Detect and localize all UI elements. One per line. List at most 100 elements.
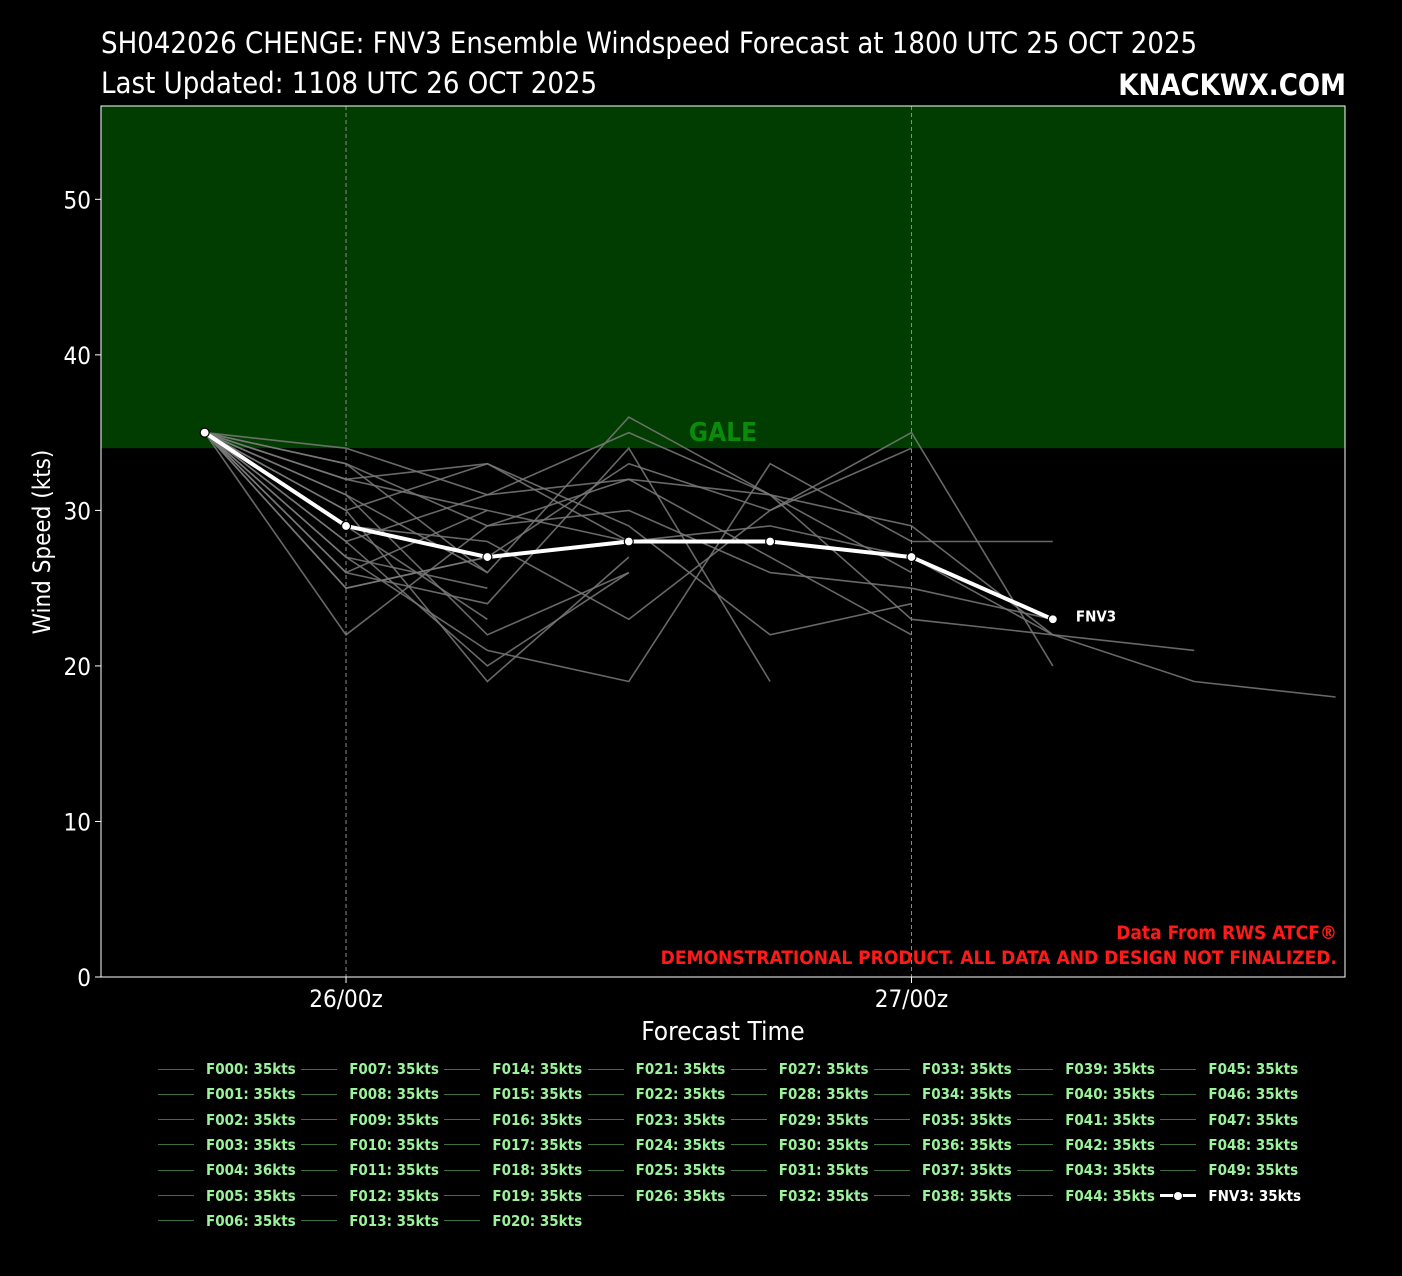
legend-item: F010: 35kts — [301, 1134, 439, 1156]
legend-label: F041: 35kts — [1065, 1110, 1155, 1129]
legend-item: F028: 35kts — [730, 1083, 869, 1105]
ensemble-member-line — [204, 431, 630, 683]
legend-item: F040: 35kts — [1017, 1083, 1155, 1105]
brand-watermark: KNACKWX.COM — [1118, 68, 1346, 102]
legend-swatch — [730, 1068, 767, 1070]
legend-item: F019: 35kts — [444, 1185, 582, 1207]
legend-item: F007: 35kts — [301, 1058, 439, 1080]
legend-swatch — [158, 1144, 194, 1146]
legend-item: F039: 35kts — [1017, 1058, 1155, 1080]
legend-swatch — [301, 1169, 338, 1171]
legend-swatch — [587, 1195, 624, 1196]
legend-item: F009: 35kts — [301, 1109, 439, 1131]
legend-label: F040: 35kts — [1065, 1085, 1155, 1104]
windspeed-chart: GALE FNV3 0 10 20 30 40 50 26/00z 27/00z Wind … — [28, 105, 1346, 1047]
legend-label: F023: 35kts — [635, 1110, 726, 1129]
legend-item: F041: 35kts — [1017, 1109, 1155, 1131]
ensemble-member-line — [204, 416, 1195, 652]
legend-label: F034: 35kts — [922, 1085, 1012, 1104]
legend-swatch — [444, 1093, 481, 1095]
legend-swatch — [730, 1169, 767, 1171]
legend-label: F000: 35kts — [206, 1060, 296, 1078]
chart-title: SH042026 CHENGE: FNV3 Ensemble Windspeed… — [101, 26, 1198, 60]
legend-label: F001: 35kts — [206, 1085, 296, 1104]
legend-label: F036: 35kts — [922, 1135, 1012, 1154]
legend-label: F026: 35kts — [635, 1186, 726, 1205]
fnv3-point — [199, 427, 210, 438]
y-tick-label: 50 — [64, 186, 91, 214]
legend-label: F031: 35kts — [778, 1161, 869, 1180]
legend-item: F038: 35kts — [874, 1185, 1012, 1207]
legend-swatch — [730, 1119, 767, 1121]
legend-label: FNV3: 35kts — [1208, 1186, 1302, 1205]
fnv3-series — [199, 427, 1058, 625]
plot-frame — [100, 105, 1346, 978]
legend-swatch — [444, 1144, 481, 1146]
legend-label: F003: 35kts — [206, 1135, 296, 1154]
ensemble-member-line — [204, 432, 912, 636]
legend-swatch — [730, 1195, 767, 1196]
legend-item: F020: 35kts — [444, 1210, 582, 1232]
legend-label: F035: 35kts — [922, 1110, 1012, 1129]
legend-label: F028: 35kts — [778, 1085, 869, 1104]
legend-swatch — [1160, 1144, 1197, 1146]
legend-swatch — [587, 1144, 624, 1146]
legend-label: F005: 35kts — [206, 1186, 296, 1205]
legend-item: F001: 35kts — [158, 1083, 296, 1105]
fnv3-point — [623, 536, 634, 547]
legend-label: F019: 35kts — [492, 1186, 583, 1205]
y-tick-label: 40 — [64, 342, 91, 370]
legend-item: F043: 35kts — [1017, 1159, 1155, 1181]
legend-label: F027: 35kts — [778, 1060, 869, 1078]
legend-item: F047: 35kts — [1160, 1109, 1298, 1131]
legend-swatch — [301, 1220, 338, 1222]
fnv3-point — [906, 551, 917, 563]
legend-item: F025: 35kts — [587, 1159, 726, 1181]
legend-label: F044: 35kts — [1065, 1186, 1155, 1205]
legend-label: F010: 35kts — [349, 1135, 439, 1154]
legend-item: F042: 35kts — [1017, 1134, 1155, 1156]
legend-swatch — [1160, 1119, 1197, 1121]
source-annotation: Data From RWS ATCF® — [1116, 922, 1337, 944]
legend-item: F003: 35kts — [158, 1134, 296, 1156]
legend-label: F024: 35kts — [635, 1135, 726, 1154]
legend-label: F021: 35kts — [635, 1060, 726, 1078]
legend-label: F025: 35kts — [635, 1161, 726, 1180]
legend-swatch — [874, 1144, 910, 1146]
chart-subtitle: Last Updated: 1108 UTC 26 OCT 2025 — [101, 66, 598, 100]
y-axis-label: Wind Speed (kts) — [28, 450, 56, 635]
x-tick-label: 26/00z — [309, 985, 383, 1013]
legend-label: F047: 35kts — [1208, 1110, 1299, 1129]
legend-item: F036: 35kts — [874, 1134, 1012, 1156]
legend-item: F049: 35kts — [1160, 1159, 1298, 1181]
legend-swatch — [444, 1119, 481, 1121]
legend-swatch — [444, 1195, 481, 1196]
ensemble-member-line — [204, 431, 630, 667]
legend-swatch — [874, 1093, 910, 1095]
legend-label: F039: 35kts — [1065, 1060, 1155, 1078]
legend-label: F017: 35kts — [492, 1135, 583, 1154]
legend-swatch — [1017, 1119, 1054, 1121]
legend-item: F023: 35kts — [587, 1109, 726, 1131]
legend-label: F046: 35kts — [1208, 1085, 1299, 1104]
legend-label: F014: 35kts — [492, 1060, 583, 1078]
legend-item: FNV3: 35kts — [1160, 1185, 1301, 1207]
legend-item: F034: 35kts — [874, 1083, 1012, 1105]
legend-label: F009: 35kts — [349, 1110, 439, 1129]
legend-item: F013: 35kts — [301, 1210, 439, 1232]
fnv3-point — [1047, 614, 1058, 625]
legend-item: F002: 35kts — [158, 1109, 296, 1131]
legend-swatch — [874, 1195, 910, 1196]
legend-item: F006: 35kts — [158, 1210, 296, 1232]
y-tick-label: 0 — [77, 964, 91, 992]
legend-item: F021: 35kts — [587, 1058, 726, 1080]
legend-swatch — [158, 1068, 194, 1070]
legend-swatch — [874, 1068, 910, 1070]
legend-swatch — [1017, 1195, 1054, 1196]
legend-label: F030: 35kts — [778, 1135, 869, 1154]
legend-item: F031: 35kts — [730, 1159, 869, 1181]
legend-swatch — [301, 1119, 338, 1121]
legend-item: F024: 35kts — [587, 1134, 726, 1156]
legend-swatch — [158, 1093, 194, 1095]
legend-item: F011: 35kts — [301, 1159, 439, 1181]
